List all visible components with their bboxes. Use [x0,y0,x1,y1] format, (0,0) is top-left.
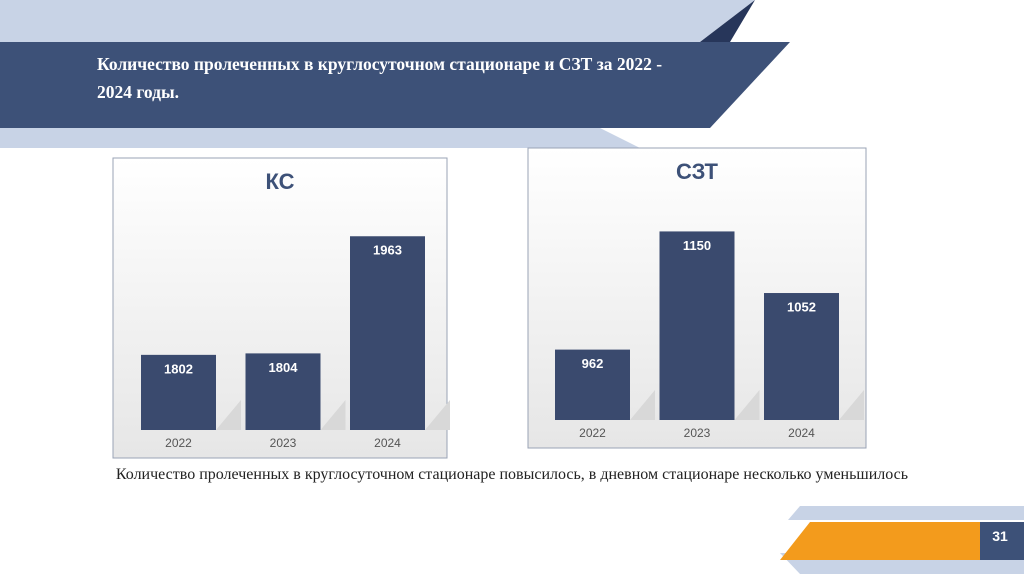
header-fold [700,0,755,42]
bar-shadow [630,390,655,420]
slide-title: Количество пролеченных в круглосуточном … [97,54,663,102]
value-label: 962 [582,356,604,371]
x-tick-label: 2023 [684,426,711,440]
chart-title: СЗТ [676,159,719,184]
page-box [980,522,1024,560]
value-label: 1802 [164,361,193,376]
value-label: 1052 [787,299,816,314]
bar [764,293,839,420]
value-label: 1150 [683,238,711,253]
x-tick-label: 2022 [165,436,192,450]
caption: Количество пролеченных в круглосуточном … [115,466,909,483]
bar-shadow [425,400,450,430]
bar-shadow [216,400,241,430]
bar-shadow [839,390,864,420]
header-light-bottom [0,128,640,148]
x-tick-label: 2024 [374,436,401,450]
bar [350,236,425,430]
bar [659,231,735,420]
bar-shadow [734,390,760,420]
bar-shadow [320,400,346,430]
footer-light [788,506,1024,520]
x-tick-label: 2022 [579,426,606,440]
footer-arrow [780,522,1024,560]
header-light [0,0,755,42]
value-label: 1963 [373,243,402,258]
bar [555,349,630,420]
bar [141,354,216,430]
x-tick-label: 2024 [788,426,815,440]
header-band [0,42,790,128]
x-tick-label: 2023 [270,436,297,450]
value-label: 1804 [269,360,299,375]
bar [245,353,321,430]
chart-title: КС [265,169,294,194]
page-number: 31 [992,528,1008,544]
